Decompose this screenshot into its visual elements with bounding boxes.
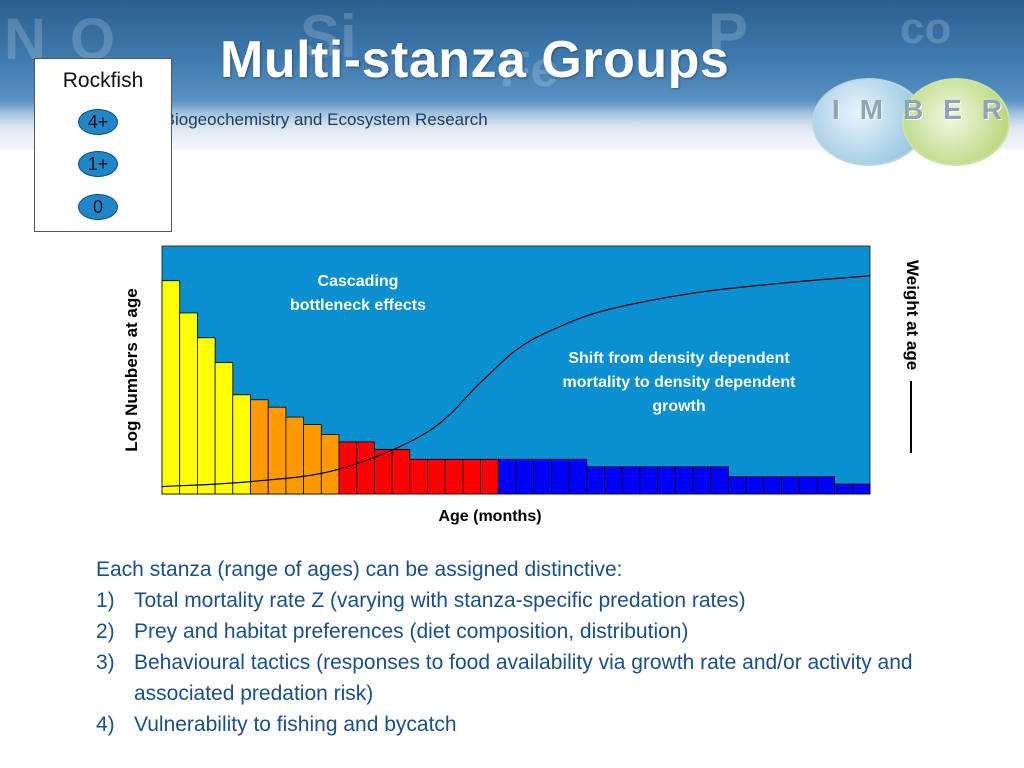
logo-letter-r: R xyxy=(981,94,1002,125)
annotation-cascading-line2: bottleneck effects xyxy=(289,297,427,314)
bar xyxy=(391,448,411,495)
y2-axis-label-text: Weight at age xyxy=(903,260,922,371)
list-item-text: Vulnerability to fishing and bycatch xyxy=(134,713,457,736)
bar xyxy=(798,476,818,495)
bar xyxy=(480,458,499,495)
stanza-description: Each stanza (range of ages) can be assig… xyxy=(96,554,976,740)
bar xyxy=(639,466,659,495)
attribute-list: 1) Total mortality rate Z (varying with s… xyxy=(96,585,976,740)
annotation-shift: Shift from density dependent mortality t… xyxy=(520,347,838,419)
y2-axis-line xyxy=(910,380,913,453)
list-item-number: 2) xyxy=(96,620,115,643)
stanza-pill-1plus: 1+ xyxy=(78,151,118,177)
bar xyxy=(657,466,676,495)
list-item-text: Total mortality rate Z (varying with sta… xyxy=(134,589,746,612)
bar xyxy=(320,434,340,495)
bar xyxy=(161,280,181,495)
imber-logo: I M B E R xyxy=(812,78,1012,166)
logo-letter-e: E xyxy=(943,94,962,125)
bar xyxy=(232,394,251,495)
bar xyxy=(356,441,375,495)
bar xyxy=(551,458,570,495)
logo-letters: I M B E R xyxy=(822,94,1012,126)
description-intro: Each stanza (range of ages) can be assig… xyxy=(96,558,623,581)
rockfish-box: Rockfish 4+ 1+ 0 xyxy=(34,58,172,232)
bar xyxy=(444,458,464,495)
bar xyxy=(604,466,623,495)
bar xyxy=(409,458,428,495)
list-item-text: Behavioural tactics (responses to food a… xyxy=(134,651,913,705)
list-item: 1) Total mortality rate Z (varying with s… xyxy=(96,585,976,616)
annotation-shift-line1: Shift from density dependent xyxy=(568,350,790,367)
x-axis-label: Age (months) xyxy=(438,508,542,525)
bar xyxy=(763,476,782,495)
bar xyxy=(179,312,198,495)
bar xyxy=(586,466,605,495)
banner-subtitle: ne Biogeochemistry and Ecosystem Researc… xyxy=(140,110,488,129)
bar xyxy=(497,458,517,495)
stanza-pill-4plus: 4+ xyxy=(78,109,118,135)
list-item-number: 3) xyxy=(96,651,115,674)
bar xyxy=(250,399,269,495)
banner-symbol-fe: Fe xyxy=(500,41,559,97)
banner-symbol-p: P xyxy=(708,1,749,68)
logo-letter-m: M xyxy=(859,94,884,125)
y-axis-label: Log Numbers at age xyxy=(122,288,141,452)
logo-letter-b: B xyxy=(902,94,924,125)
bar xyxy=(674,466,694,495)
bar xyxy=(745,476,765,495)
annotation-cascading-line1: Cascading xyxy=(317,273,399,290)
bar xyxy=(427,458,446,495)
bar xyxy=(373,448,393,495)
bar xyxy=(568,458,588,495)
bar xyxy=(285,416,304,495)
list-item-text: Prey and habitat preferences (diet compo… xyxy=(134,620,689,643)
bar xyxy=(851,483,871,495)
y2-axis-label: Weight at age xyxy=(902,260,922,453)
annotation-cascading: Cascading bottleneck effects xyxy=(268,270,448,318)
banner-symbol-co: co xyxy=(900,4,952,53)
list-item: 4) Vulnerability to fishing and bycatch xyxy=(96,709,976,740)
banner-symbol-si: Si xyxy=(300,3,357,70)
bar xyxy=(338,441,358,495)
logo-circle-green xyxy=(902,78,1010,166)
list-item: 2) Prey and habitat preferences (diet com… xyxy=(96,616,976,647)
bar xyxy=(533,458,552,495)
annotation-shift-line3: growth xyxy=(652,398,706,415)
bar xyxy=(621,466,641,495)
bar xyxy=(816,476,836,495)
bar xyxy=(515,458,535,495)
bar xyxy=(710,466,729,495)
bar xyxy=(303,424,322,495)
bar xyxy=(267,406,287,495)
bar xyxy=(728,476,747,495)
bar xyxy=(834,483,853,495)
list-item-number: 1) xyxy=(96,589,115,612)
list-item: 3) Behavioural tactics (responses to food… xyxy=(96,647,976,709)
page-title: Multi-stanza Groups xyxy=(220,31,730,89)
bar xyxy=(692,466,712,495)
annotation-shift-line2: mortality to density dependent xyxy=(562,374,796,391)
logo-letter-i: I xyxy=(831,94,840,125)
bar xyxy=(781,476,800,495)
bar xyxy=(196,337,216,495)
bar xyxy=(462,458,481,495)
bar xyxy=(214,362,234,495)
rockfish-title: Rockfish xyxy=(62,69,144,92)
stanza-pill-0: 0 xyxy=(78,194,118,220)
list-item-number: 4) xyxy=(96,713,115,736)
